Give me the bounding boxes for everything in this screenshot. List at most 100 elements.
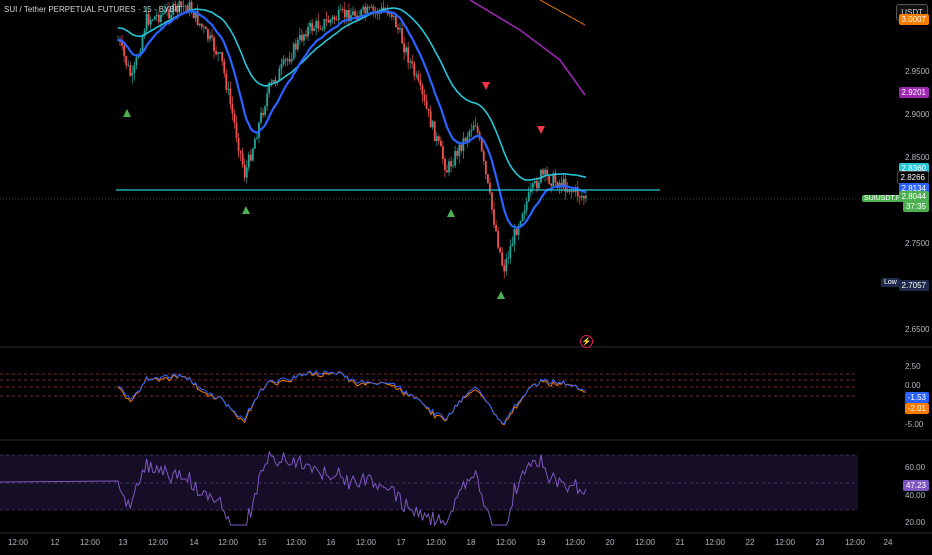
- candle: [397, 27, 399, 30]
- time-tick: 12:00: [565, 538, 586, 547]
- candle: [583, 196, 585, 199]
- rsi-tick: 60.00: [905, 463, 926, 472]
- candle: [446, 170, 448, 173]
- candle: [168, 9, 170, 19]
- candle: [348, 9, 350, 22]
- candle: [374, 10, 377, 12]
- candle: [280, 63, 283, 69]
- candle: [578, 196, 581, 198]
- candle: [452, 165, 455, 167]
- candle: [141, 36, 144, 52]
- candle: [194, 11, 197, 19]
- candle: [233, 113, 236, 123]
- candle: [562, 178, 565, 188]
- time-tick: 15: [258, 538, 267, 547]
- candle: [533, 181, 536, 184]
- candle: [202, 26, 205, 28]
- candle: [456, 150, 459, 157]
- candle: [390, 13, 393, 17]
- time-tick: 12:00: [8, 538, 29, 547]
- time-tick: 12:00: [845, 538, 866, 547]
- candle: [155, 15, 158, 17]
- candle: [182, 6, 185, 7]
- candle: [251, 148, 254, 161]
- candle: [433, 121, 436, 142]
- candle: [540, 169, 542, 183]
- candle: [292, 43, 295, 60]
- candle: [576, 187, 579, 197]
- candle: [362, 6, 365, 10]
- candle: [552, 174, 555, 186]
- flash-icon[interactable]: ⚡: [580, 335, 593, 348]
- candle: [519, 221, 522, 226]
- candle: [311, 23, 314, 31]
- candle: [303, 34, 305, 41]
- candle: [241, 153, 244, 165]
- candle: [319, 28, 322, 30]
- candle: [470, 130, 473, 132]
- buy-signal-icon: [123, 109, 131, 117]
- candle: [352, 11, 354, 16]
- candle: [405, 47, 408, 53]
- time-tick: 17: [397, 538, 406, 547]
- candle: [162, 13, 164, 15]
- candle: [151, 19, 154, 21]
- candle: [204, 26, 207, 29]
- candle: [209, 35, 211, 40]
- candle: [174, 3, 177, 6]
- candle: [329, 19, 332, 23]
- candle: [493, 209, 495, 225]
- candle: [497, 230, 499, 248]
- candle: [123, 45, 126, 57]
- candle: [458, 144, 461, 157]
- chart-title: SUI / Tether PERPETUAL FUTURES · 15 · BY…: [4, 5, 182, 14]
- candle: [460, 144, 463, 151]
- candle: [429, 111, 432, 128]
- time-tick: 12:00: [496, 538, 517, 547]
- buy-signal-icon: [497, 291, 505, 299]
- candle: [188, 1, 191, 11]
- price-tick: 2.9000: [905, 110, 930, 119]
- candle: [370, 6, 373, 8]
- rsi-band: [0, 455, 858, 510]
- price-label: 37:35: [902, 200, 929, 212]
- candle: [129, 65, 132, 76]
- candle: [415, 74, 418, 76]
- ema-slowest-line: [539, 0, 586, 26]
- candle: [511, 244, 514, 247]
- candle: [482, 151, 485, 161]
- candle: [331, 16, 334, 20]
- price-tick: 2.6500: [905, 325, 930, 334]
- candle: [343, 9, 346, 18]
- time-tick: 14: [190, 538, 199, 547]
- candle: [147, 13, 150, 25]
- candle: [368, 6, 371, 8]
- time-tick: 12:00: [775, 538, 796, 547]
- candle: [262, 112, 264, 115]
- candle: [345, 9, 348, 18]
- osc-tick: 2.50: [905, 362, 921, 371]
- candle: [301, 35, 303, 41]
- price-label: 2.7057: [898, 280, 929, 292]
- candle: [286, 59, 289, 61]
- candle: [546, 169, 549, 176]
- candle: [515, 229, 518, 236]
- candle: [323, 19, 326, 29]
- time-tick: 18: [467, 538, 476, 547]
- candle: [157, 15, 160, 22]
- sell-signal-icon: [482, 82, 490, 90]
- candle: [560, 182, 563, 188]
- candle: [186, 5, 189, 11]
- low-tag: Low: [881, 278, 900, 287]
- candle: [489, 182, 491, 193]
- candle: [399, 28, 401, 30]
- candle: [121, 42, 123, 46]
- candle: [270, 81, 273, 83]
- time-tick: 12:00: [635, 538, 656, 547]
- osc-main-line: [117, 370, 587, 425]
- candle: [290, 59, 293, 62]
- price-tick: 2.8500: [905, 153, 930, 162]
- time-tick: 24: [884, 538, 893, 547]
